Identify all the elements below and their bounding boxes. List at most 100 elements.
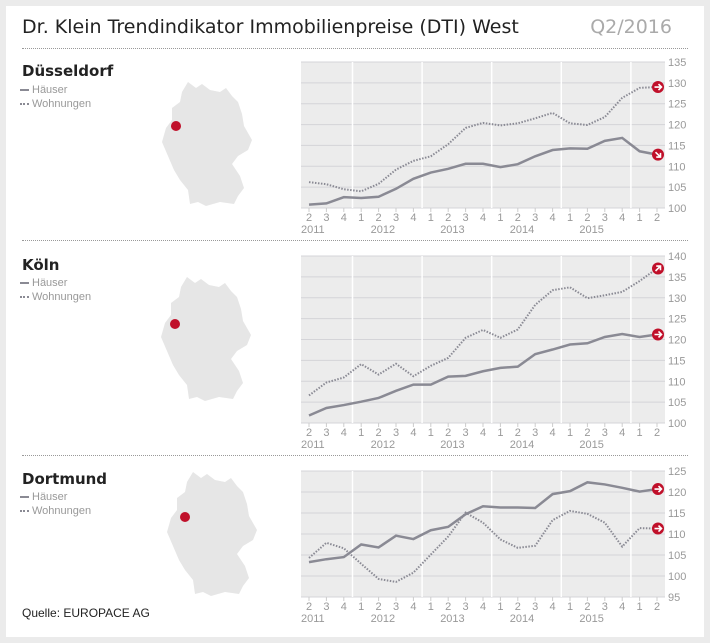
x-tick-label: 1 — [637, 212, 643, 224]
x-tick-label: 3 — [532, 427, 538, 439]
x-tick-label: 2 — [445, 601, 451, 613]
legend-houses: Häuser — [20, 83, 91, 97]
germany-shape — [161, 277, 251, 401]
x-tick-label: 3 — [393, 601, 399, 613]
y-tick-label: 120 — [668, 335, 686, 347]
page-title: Dr. Klein Trendindikator Immobilienpreis… — [22, 16, 519, 38]
x-tick-label: 2 — [654, 601, 660, 613]
arrow-glyph — [654, 83, 663, 91]
x-tick-label: 1 — [358, 601, 364, 613]
x-tick-label: 3 — [463, 427, 469, 439]
x-tick-label: 2 — [584, 212, 590, 224]
solid-line-icon — [20, 282, 29, 285]
y-tick-label: 135 — [668, 272, 686, 284]
y-tick-label: 100 — [668, 418, 686, 430]
city-title: Dortmund — [22, 470, 108, 488]
x-tick-label: 4 — [480, 212, 486, 224]
x-tick-label: 4 — [619, 212, 625, 224]
y-tick-label: 120 — [668, 487, 686, 499]
germany-shape — [162, 82, 252, 206]
city-title: Köln — [22, 256, 60, 274]
y-tick-label: 105 — [668, 550, 686, 562]
x-tick-label: 2 — [654, 427, 660, 439]
dotted-line-icon — [20, 296, 29, 299]
trend-arrow-icon — [652, 328, 664, 341]
series-wohnungen-line — [308, 509, 658, 583]
legend-apartments: Wohnungen — [20, 97, 91, 111]
x-year-label: 2011 — [301, 224, 325, 236]
x-year-label: 2014 — [510, 224, 534, 236]
x-tick-label: 4 — [550, 427, 556, 439]
city-title: Düsseldorf — [22, 62, 114, 80]
x-tick-label: 4 — [410, 427, 416, 439]
germany-shape — [167, 472, 257, 596]
germany-map — [162, 82, 252, 206]
arrow-glyph — [654, 265, 662, 272]
y-tick-label: 110 — [668, 376, 686, 388]
series-haeuser-line — [308, 332, 658, 417]
x-tick-label: 1 — [358, 212, 364, 224]
legend-houses: Häuser — [20, 276, 91, 290]
y-tick-label: 100 — [668, 571, 686, 583]
trend-arrow-icon — [652, 148, 664, 161]
x-tick-label: 3 — [532, 212, 538, 224]
x-tick-label: 3 — [602, 601, 608, 613]
legend-label: Wohnungen — [32, 98, 92, 110]
x-tick-label: 1 — [637, 601, 643, 613]
x-year-label: 2011 — [301, 439, 325, 451]
x-tick-label: 3 — [393, 212, 399, 224]
x-tick-label: 3 — [602, 212, 608, 224]
x-tick-label: 1 — [428, 212, 434, 224]
solid-line-icon — [20, 89, 29, 92]
x-tick-label: 2 — [584, 427, 590, 439]
x-tick-label: 2 — [306, 601, 312, 613]
city-marker — [171, 121, 181, 131]
y-tick-label: 115 — [668, 355, 686, 367]
x-tick-label: 2 — [515, 427, 521, 439]
y-tick-label: 105 — [668, 397, 686, 409]
y-tick-label: 110 — [668, 529, 686, 541]
x-tick-label: 2 — [445, 427, 451, 439]
y-tick-label: 120 — [668, 120, 686, 132]
series-wohnungen-line — [308, 86, 658, 193]
x-tick-label: 1 — [428, 601, 434, 613]
y-tick-label: 130 — [668, 78, 686, 90]
trend-arrow-icon — [652, 81, 664, 94]
y-tick-label: 125 — [668, 99, 686, 111]
x-tick-label: 3 — [393, 427, 399, 439]
x-tick-label: 4 — [410, 601, 416, 613]
x-tick-label: 1 — [567, 212, 573, 224]
x-tick-label: 1 — [567, 427, 573, 439]
y-tick-label: 125 — [668, 314, 686, 326]
x-tick-label: 4 — [619, 601, 625, 613]
legend: Häuser Wohnungen — [20, 276, 91, 304]
legend-houses: Häuser — [20, 490, 91, 504]
arrow-glyph — [654, 330, 663, 339]
x-tick-label: 3 — [532, 601, 538, 613]
legend-label: Wohnungen — [32, 505, 92, 517]
y-tick-label: 110 — [668, 161, 686, 173]
x-tick-label: 3 — [463, 212, 469, 224]
arrow-glyph — [654, 151, 662, 158]
x-tick-label: 2 — [376, 212, 382, 224]
x-tick-label: 3 — [323, 427, 329, 439]
x-tick-label: 1 — [358, 427, 364, 439]
x-tick-label: 2 — [515, 601, 521, 613]
x-tick-label: 4 — [341, 601, 347, 613]
legend-label: Häuser — [32, 277, 68, 289]
x-tick-label: 2 — [654, 212, 660, 224]
x-tick-label: 4 — [550, 601, 556, 613]
x-year-label: 2014 — [510, 613, 534, 625]
arrow-path — [654, 83, 663, 91]
x-tick-label: 2 — [584, 601, 590, 613]
legend: Häuser Wohnungen — [20, 490, 91, 518]
y-tick-label: 115 — [668, 508, 686, 520]
y-tick-label: 115 — [668, 140, 686, 152]
x-year-label: 2014 — [510, 439, 534, 451]
arrow-path — [654, 330, 663, 339]
source-note: Quelle: EUROPACE AG — [22, 606, 150, 620]
